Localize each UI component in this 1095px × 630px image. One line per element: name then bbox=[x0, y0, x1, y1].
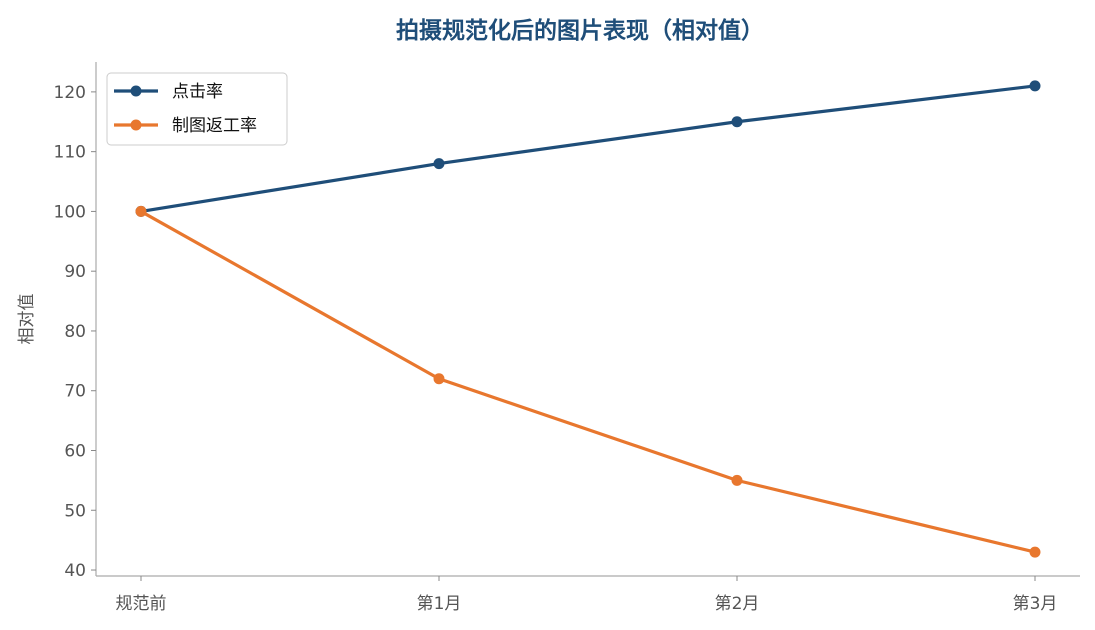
y-axis-ticks: 40 50 60 70 80 90 100 110 120 bbox=[54, 83, 96, 581]
x-tick-label: 第2月 bbox=[715, 594, 760, 614]
y-tick-label: 100 bbox=[54, 202, 86, 222]
series-1-point bbox=[433, 158, 445, 170]
series-group bbox=[135, 80, 1041, 558]
series-1-point bbox=[1029, 80, 1041, 92]
series-line-1 bbox=[139, 84, 1037, 214]
legend-label-2: 制图返工率 bbox=[172, 116, 257, 136]
y-tick-label: 80 bbox=[64, 322, 86, 342]
series-2-point bbox=[731, 474, 743, 486]
legend-label-1: 点击率 bbox=[172, 82, 223, 102]
series-2-point bbox=[1029, 546, 1041, 558]
x-tick-label: 第1月 bbox=[417, 594, 462, 614]
axes bbox=[95, 62, 1080, 577]
legend-marker-2 bbox=[130, 119, 142, 131]
series-line-2 bbox=[139, 209, 1037, 554]
series-2-point bbox=[135, 205, 147, 217]
y-tick-label: 40 bbox=[64, 561, 86, 581]
y-axis-label: 相对值 bbox=[17, 294, 37, 345]
x-tick-label: 第3月 bbox=[1013, 594, 1058, 614]
y-tick-label: 110 bbox=[54, 143, 86, 163]
legend-marker-1 bbox=[130, 85, 142, 97]
y-tick-label: 70 bbox=[64, 382, 86, 402]
y-tick-label: 120 bbox=[54, 83, 86, 103]
y-tick-label: 60 bbox=[64, 441, 86, 461]
y-tick-label: 50 bbox=[64, 501, 86, 521]
x-axis-ticks: 规范前 第1月 第2月 第3月 bbox=[116, 576, 1058, 614]
x-tick-label: 规范前 bbox=[116, 594, 167, 614]
series-2-point bbox=[433, 373, 445, 385]
series-1-point bbox=[731, 116, 743, 128]
chart-title: 拍摄规范化后的图片表现（相对值） bbox=[396, 17, 764, 44]
y-tick-label: 90 bbox=[64, 262, 86, 282]
